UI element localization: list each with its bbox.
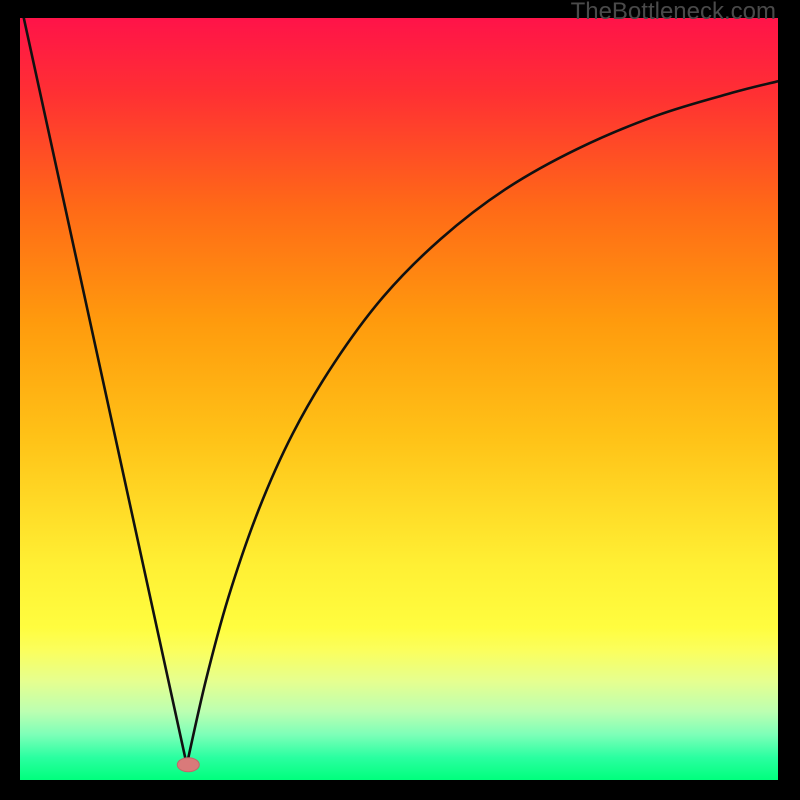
frame-border-bottom [0,780,800,800]
frame-border-left [0,0,20,800]
frame-border-right [778,0,800,800]
watermark-text: TheBottleneck.com [571,0,776,26]
plot-area [20,18,778,780]
gradient-background [20,18,778,780]
